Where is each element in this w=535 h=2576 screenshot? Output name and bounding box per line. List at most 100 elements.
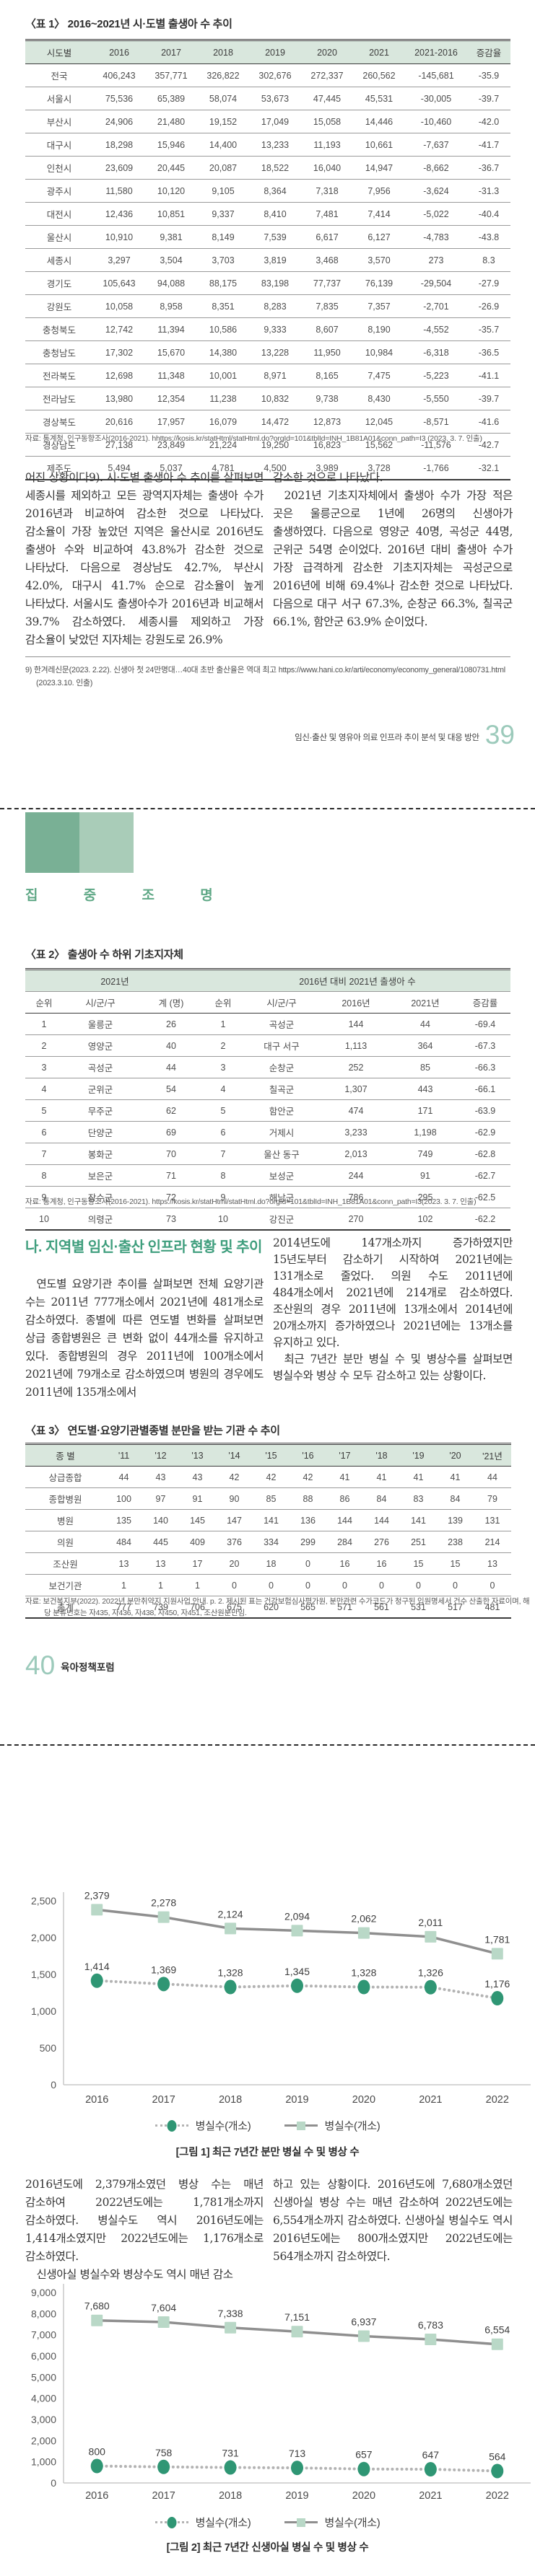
table-header-cell: '20 (437, 1443, 474, 1467)
table2-source: 자료: 통계청, 인구동향조사(2016-2021). https://kosi… (25, 1197, 477, 1206)
body-text-right-p41: 하고 있는 상황이다. 2016년도에 7,680개소였던 신생아실 병상 수는… (273, 2176, 513, 2266)
y-tick-label: 1,000 (31, 2456, 56, 2468)
table-cell: -69.4 (460, 1013, 511, 1035)
table-cell: -41.1 (467, 364, 510, 387)
table-cell: 10,001 (197, 364, 249, 387)
table-cell: -43.8 (467, 225, 510, 249)
table-row: 상급종합 44 43 43 42 42 42 41 41 41 41 44 (25, 1466, 511, 1488)
table-cell: 561 (363, 1596, 400, 1619)
y-tick-label: 0 (51, 2477, 56, 2489)
table-cell: 20,087 (197, 156, 249, 180)
table-cell: -62.7 (460, 1164, 511, 1187)
table-cell: 14,947 (353, 156, 405, 180)
x-tick-label: 2022 (486, 2094, 509, 2106)
body-text-left-p39: 어진 상황이다9). 시·도별 출생아 수 추이를 살펴보면 세종시를 제외하고… (25, 469, 264, 649)
table-cell: 6 (25, 1121, 63, 1143)
table-cell: 214 (474, 1531, 511, 1553)
table-cell: 제주도 (25, 456, 93, 480)
table-cell: 3,703 (197, 248, 249, 272)
figure1-caption: [그림 1] 최근 7년간 분만 병실 수 및 병상 수 (175, 2147, 360, 2158)
table-cell: 44 (474, 1466, 511, 1488)
table-cell: 14,380 (197, 340, 249, 364)
table-cell: 6,127 (353, 225, 405, 249)
table-row: 경상남도 27,138 23,849 21,224 19,250 16,823 15,562… (25, 433, 510, 457)
circle-marker-icon (167, 2120, 177, 2132)
table-row: 조산원 13 13 17 20 18 0 16 16 15 15 13 (25, 1552, 511, 1575)
table-cell: 12,698 (93, 364, 145, 387)
table-cell: 141 (400, 1509, 437, 1531)
table-row: 제주도 5,494 5,037 4,781 4,500 3,989 3,728 -1,766-… (25, 456, 510, 480)
table-cell: 종합병원 (25, 1487, 105, 1510)
table-cell: -145,681 (405, 63, 467, 87)
table-cell: 의원 (25, 1531, 105, 1553)
table-cell: -27.9 (467, 271, 510, 295)
legend-label: 병실수(개소) (195, 2517, 251, 2529)
table-cell: -29,504 (405, 271, 467, 295)
table-cell: 84 (437, 1487, 474, 1510)
data-point-label: 2,124 (218, 1908, 243, 1920)
table-cell: 의령군 (63, 1208, 138, 1231)
table-cell: 순창군 (242, 1056, 321, 1078)
table-cell: 13 (142, 1552, 179, 1575)
data-point-label: 6,554 (484, 2324, 510, 2336)
table-cell: -1,766 (405, 456, 467, 480)
table-header-cell: '11 (105, 1443, 142, 1467)
table-header-cell: 계 (명) (138, 991, 204, 1014)
data-point-label: 1,326 (418, 1967, 443, 1979)
banner-square-dark (25, 812, 79, 873)
body-text-left-p40: 연도별 요양기관 추이를 살펴보면 전체 요양기관 수는 2011년 777개소… (25, 1275, 264, 1402)
table-cell: 1 (204, 1013, 242, 1035)
data-point-marker (225, 1922, 237, 1935)
banner-square-light (79, 812, 134, 873)
table-cell: 3,819 (249, 248, 301, 272)
table-cell: 140 (142, 1509, 179, 1531)
table-cell: 0 (290, 1552, 326, 1575)
table-cell: 94,088 (145, 271, 197, 295)
table-cell: 11,348 (145, 364, 197, 387)
table-header-cell: '12 (142, 1443, 179, 1467)
table-cell: 102 (391, 1208, 460, 1231)
square-marker-icon (296, 2518, 305, 2527)
table-cell: 17,049 (249, 110, 301, 133)
legend-label: 병실수(개소) (195, 2120, 251, 2132)
data-point-marker (157, 1911, 170, 1923)
data-point-marker (357, 1979, 370, 1995)
page39-footer: 임신·출산 및 영유아 의료 인프라 추이 분석 및 대응 방안 39 (295, 721, 515, 748)
table-cell: 1 (142, 1574, 179, 1596)
table-cell: 보성군 (242, 1164, 321, 1187)
table-cell: 1 (25, 1013, 63, 1035)
table-cell: 91 (179, 1487, 216, 1510)
table-cell: 445 (142, 1531, 179, 1553)
table-header-cell: 2018 (197, 40, 249, 64)
table-cell: -30,005 (405, 87, 467, 110)
x-tick-label: 2018 (219, 2490, 242, 2502)
table-cell: 9,337 (197, 202, 249, 226)
table-cell: 10,120 (145, 179, 197, 203)
data-point-label: 647 (422, 2449, 440, 2461)
table-cell: 24,906 (93, 110, 145, 133)
table-cell: 부산시 (25, 110, 93, 133)
table-cell: 76,139 (353, 271, 405, 295)
table-cell: 42 (253, 1466, 290, 1488)
table1-caption: 〈표 1〉 2016~2021년 시·도별 출생아 수 추이 (25, 18, 232, 30)
table-cell: -11,576 (405, 433, 467, 457)
table-cell: 44 (138, 1056, 204, 1078)
table-cell: 141 (253, 1509, 290, 1531)
table-cell: -41.6 (467, 410, 510, 434)
table-cell: 531 (400, 1596, 437, 1619)
x-tick-label: 2016 (85, 2094, 108, 2106)
legend-item-beds: 병실수(개소) (284, 2515, 380, 2530)
table-cell: 88 (290, 1487, 326, 1510)
table-cell: 15 (437, 1552, 474, 1575)
table-header-cell: 2021-2016 (405, 40, 467, 64)
paragraph: 최근 7년간 분만 병실 수 및 병상수를 살펴보면 병실수와 병상 수 모두 … (273, 1353, 513, 1382)
data-point-label: 7,151 (284, 2311, 310, 2323)
x-tick-label: 2021 (419, 2490, 442, 2502)
table-cell: 14,400 (197, 133, 249, 157)
table-cell: 27,138 (93, 433, 145, 457)
page-number: 39 (484, 720, 515, 749)
table-cell: 8,410 (249, 202, 301, 226)
data-point-label: 7,604 (151, 2302, 176, 2313)
table-row: 광주시 11,580 10,120 9,105 8,364 7,318 7,956 -3,62… (25, 179, 510, 203)
table-cell: 영양군 (63, 1034, 138, 1057)
